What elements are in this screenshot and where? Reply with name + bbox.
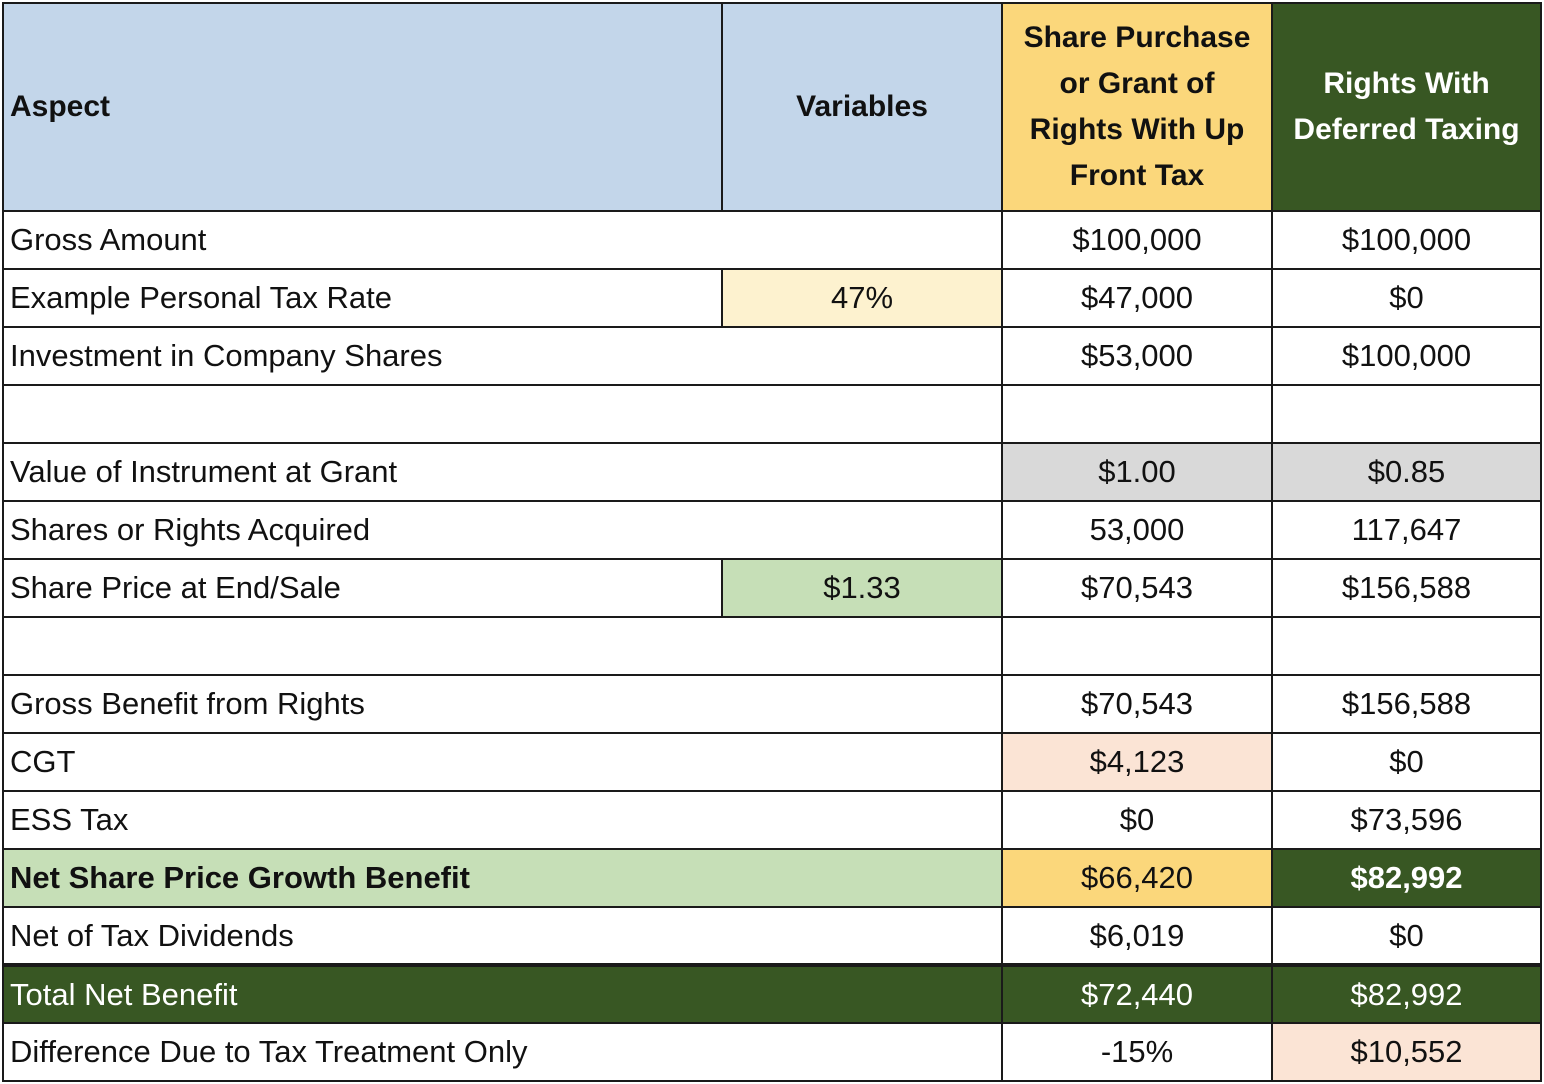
- deferred-value: $82,992: [1271, 963, 1542, 1024]
- upfront-value: $53,000: [1001, 326, 1273, 386]
- tax-rate-variable[interactable]: 47%: [721, 268, 1003, 328]
- upfront-value: $6,019: [1001, 906, 1273, 966]
- deferred-value: $0: [1271, 906, 1542, 966]
- row-total-net: Total Net Benefit $72,440 $82,992: [2, 963, 1542, 1024]
- row-cgt: CGT $4,123 $0: [2, 732, 1542, 792]
- row-label: CGT: [2, 732, 1003, 792]
- row-ess-tax: ESS Tax $0 $73,596: [2, 790, 1542, 850]
- row-spacer: [2, 616, 1542, 676]
- deferred-value: $156,588: [1271, 674, 1542, 734]
- row-label: Value of Instrument at Grant: [2, 442, 1003, 502]
- row-value-at-grant: Value of Instrument at Grant $1.00 $0.85: [2, 442, 1542, 502]
- empty-cell: [2, 384, 1003, 444]
- upfront-value: $47,000: [1001, 268, 1273, 328]
- row-label: Shares or Rights Acquired: [2, 500, 1003, 560]
- row-investment: Investment in Company Shares $53,000 $10…: [2, 326, 1542, 386]
- upfront-value: $72,440: [1001, 963, 1273, 1024]
- row-label: Gross Amount: [2, 210, 1003, 270]
- row-label: Gross Benefit from Rights: [2, 674, 1003, 734]
- row-spacer: [2, 384, 1542, 444]
- deferred-value: $100,000: [1271, 326, 1542, 386]
- deferred-value: $0.85: [1271, 442, 1542, 502]
- row-label: Example Personal Tax Rate: [2, 268, 723, 328]
- header-upfront-tax: Share Purchase or Grant of Rights With U…: [1001, 2, 1273, 212]
- header-aspect: Aspect: [2, 2, 723, 212]
- deferred-value: $0: [1271, 732, 1542, 792]
- row-label: Investment in Company Shares: [2, 326, 1003, 386]
- upfront-value: $70,543: [1001, 674, 1273, 734]
- row-net-dividends: Net of Tax Dividends $6,019 $0: [2, 906, 1542, 966]
- empty-cell: [1001, 384, 1273, 444]
- row-label: Net Share Price Growth Benefit: [2, 848, 1003, 908]
- upfront-value: $70,543: [1001, 558, 1273, 618]
- header-deferred-taxing: Rights With Deferred Taxing: [1271, 2, 1542, 212]
- row-gross-benefit: Gross Benefit from Rights $70,543 $156,5…: [2, 674, 1542, 734]
- row-difference: Difference Due to Tax Treatment Only -15…: [2, 1022, 1542, 1082]
- row-label: Difference Due to Tax Treatment Only: [2, 1022, 1003, 1082]
- empty-cell: [2, 616, 1003, 676]
- deferred-value: $100,000: [1271, 210, 1542, 270]
- empty-cell: [1271, 616, 1542, 676]
- header-row: Aspect Variables Share Purchase or Grant…: [2, 2, 1542, 212]
- deferred-value: $82,992: [1271, 848, 1542, 908]
- row-label: Share Price at End/Sale: [2, 558, 723, 618]
- row-gross-amount: Gross Amount $100,000 $100,000: [2, 210, 1542, 270]
- upfront-value: $100,000: [1001, 210, 1273, 270]
- upfront-value: $0: [1001, 790, 1273, 850]
- share-price-variable[interactable]: $1.33: [721, 558, 1003, 618]
- row-tax-rate: Example Personal Tax Rate 47% $47,000 $0: [2, 268, 1542, 328]
- upfront-value: -15%: [1001, 1022, 1273, 1082]
- empty-cell: [1271, 384, 1542, 444]
- upfront-value: 53,000: [1001, 500, 1273, 560]
- empty-cell: [1001, 616, 1273, 676]
- row-label: ESS Tax: [2, 790, 1003, 850]
- upfront-value: $4,123: [1001, 732, 1273, 792]
- deferred-value: $0: [1271, 268, 1542, 328]
- row-acquired: Shares or Rights Acquired 53,000 117,647: [2, 500, 1542, 560]
- upfront-value: $1.00: [1001, 442, 1273, 502]
- deferred-value: $10,552: [1271, 1022, 1542, 1082]
- deferred-value: $73,596: [1271, 790, 1542, 850]
- row-net-growth: Net Share Price Growth Benefit $66,420 $…: [2, 848, 1542, 908]
- header-variables: Variables: [721, 2, 1003, 212]
- row-label: Total Net Benefit: [2, 963, 1003, 1024]
- row-label: Net of Tax Dividends: [2, 906, 1003, 966]
- deferred-value: 117,647: [1271, 500, 1542, 560]
- deferred-value: $156,588: [1271, 558, 1542, 618]
- upfront-value: $66,420: [1001, 848, 1273, 908]
- row-share-price-end: Share Price at End/Sale $1.33 $70,543 $1…: [2, 558, 1542, 618]
